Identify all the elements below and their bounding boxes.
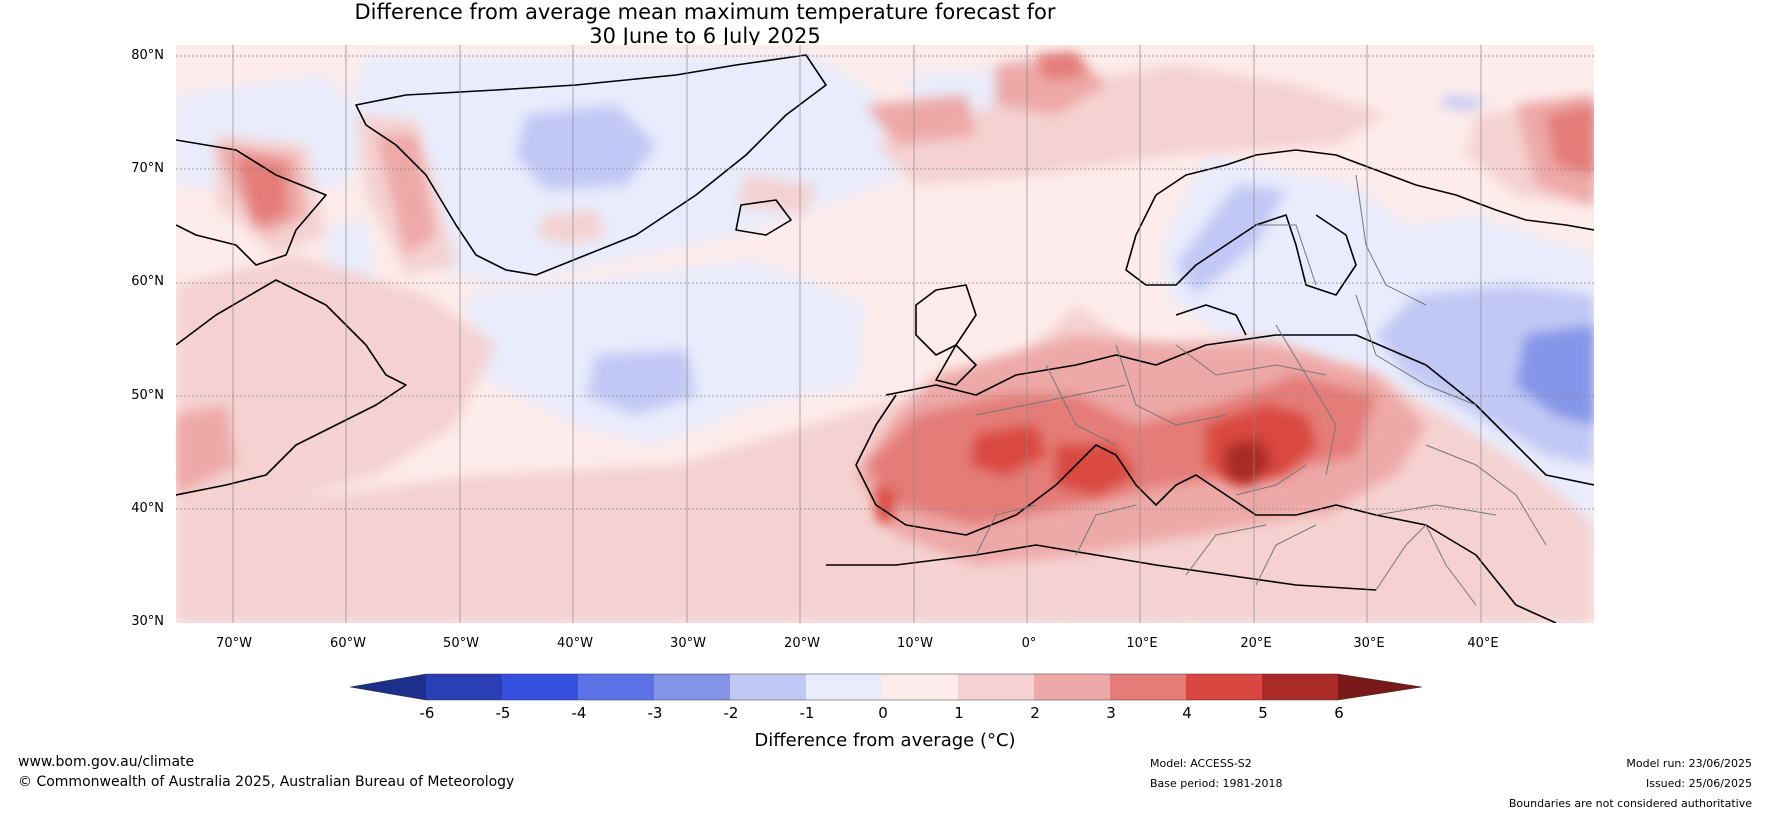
meridians [232,45,1482,623]
colorbar-tick: -5 [495,704,511,722]
colorbar-segment [654,674,730,700]
colorbar-segment [1186,674,1262,700]
issued-date: Issued: 25/06/2025 [1645,777,1752,790]
map-title: Difference from average mean maximum tem… [0,0,1410,48]
lon-label-50w: 50°W [443,636,479,651]
coastlines [176,54,1594,623]
lon-label-30e: 30°E [1353,636,1385,651]
colorbar-segment [730,674,806,700]
colorbar-tick: 1 [954,704,964,722]
colorbar-segment [502,674,578,700]
lon-label-10e: 10°E [1126,636,1158,651]
colorbar-segment [1034,674,1110,700]
colorbar-tick: -1 [799,704,815,722]
base-period: Base period: 1981-2018 [1150,777,1283,790]
colorbar-tick: -2 [723,704,739,722]
colorbar-tick: 0 [878,704,888,722]
boundaries-disclaimer: Boundaries are not considered authoritat… [1508,797,1752,810]
lat-label-50n: 50°N [131,388,164,403]
cooler-anomaly-regions [516,95,1594,465]
title-line-1: Difference from average mean maximum tem… [354,0,1056,24]
colorbar-segment [958,674,1034,700]
lon-label-0: 0° [1021,636,1037,651]
colorbar-tick: 6 [1334,704,1344,722]
copyright-notice: © Commonwealth of Australia 2025, Austra… [18,774,515,790]
lon-label-60w: 60°W [330,636,366,651]
lon-label-10w: 10°W [897,636,933,651]
colorbar-segment [578,674,654,700]
colorbar-segment [1262,674,1338,700]
website-link[interactable]: www.bom.gov.au/climate [18,754,195,770]
model-run-date: Model run: 23/06/2025 [1626,757,1752,770]
lon-label-30w: 30°W [670,636,706,651]
colorbar-tick: 3 [1106,704,1116,722]
colorbar-segment [426,674,502,700]
colorbar [350,673,1422,701]
colorbar-label: Difference from average (°C) [754,730,1016,751]
extreme-anomaly-region [1226,440,1271,485]
colorbar-extend-high [1338,674,1422,700]
colorbar-tick: 5 [1258,704,1268,722]
graticule [176,55,1594,510]
lat-label-60n: 60°N [131,274,164,289]
country-borders [975,174,1547,606]
title-line-2: 30 June to 6 July 2025 [589,24,821,48]
colorbar-extend-low [350,674,426,700]
coolest-anomaly-region [1516,325,1594,425]
lat-label-80n: 80°N [131,48,164,63]
lon-label-70w: 70°W [216,636,252,651]
lat-label-70n: 70°N [131,161,164,176]
lon-label-20e: 20°E [1240,636,1272,651]
model-name: Model: ACCESS-S2 [1150,757,1252,770]
lon-label-40e: 40°E [1467,636,1499,651]
colorbar-tick: 2 [1030,704,1040,722]
colorbar-segment [882,674,958,700]
colorbar-tick: -3 [647,704,663,722]
colorbar-segment [1110,674,1186,700]
colorbar-tick: -6 [419,704,435,722]
temperature-anomaly-map [176,45,1594,623]
lon-label-40w: 40°W [557,636,593,651]
lon-label-20w: 20°W [784,636,820,651]
colorbar-tick: -4 [571,704,587,722]
colorbar-tick: 4 [1182,704,1192,722]
lat-label-30n: 30°N [131,614,164,629]
colorbar-segment [806,674,882,700]
lat-label-40n: 40°N [131,501,164,516]
